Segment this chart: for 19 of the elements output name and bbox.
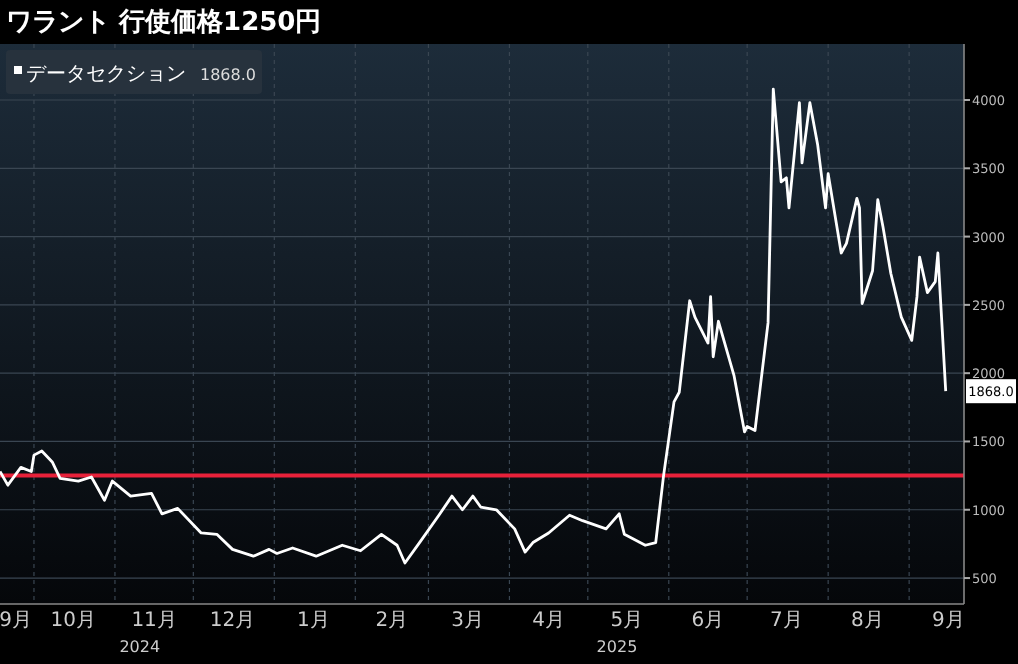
- x-tick-label: 6月: [691, 610, 725, 632]
- x-tick-label: 12月: [209, 610, 256, 632]
- legend-label: データセクション: [26, 64, 186, 86]
- x-tick-label: 9月: [0, 610, 33, 632]
- x-tick-label: 3月: [451, 610, 485, 632]
- x-tick-label: 4月: [532, 610, 565, 632]
- chart-title: ワラント 行使価格1250円: [6, 8, 322, 38]
- x-tick-label: 1月: [297, 610, 330, 632]
- x-tick-label: 10月: [50, 610, 96, 632]
- x-tick-label: 5月: [610, 610, 644, 632]
- line-series: [0, 87, 948, 565]
- x-tick-label: 11月: [131, 610, 177, 632]
- x-tick-label: 7月: [769, 610, 803, 632]
- x-tick-label: 2月: [375, 610, 409, 632]
- x-tick-label: 9月: [931, 610, 965, 632]
- text: 2024: [119, 638, 161, 656]
- text: 2025: [596, 638, 638, 656]
- text: 1868.0: [200, 66, 256, 84]
- x-tick-label: 8月: [850, 610, 884, 632]
